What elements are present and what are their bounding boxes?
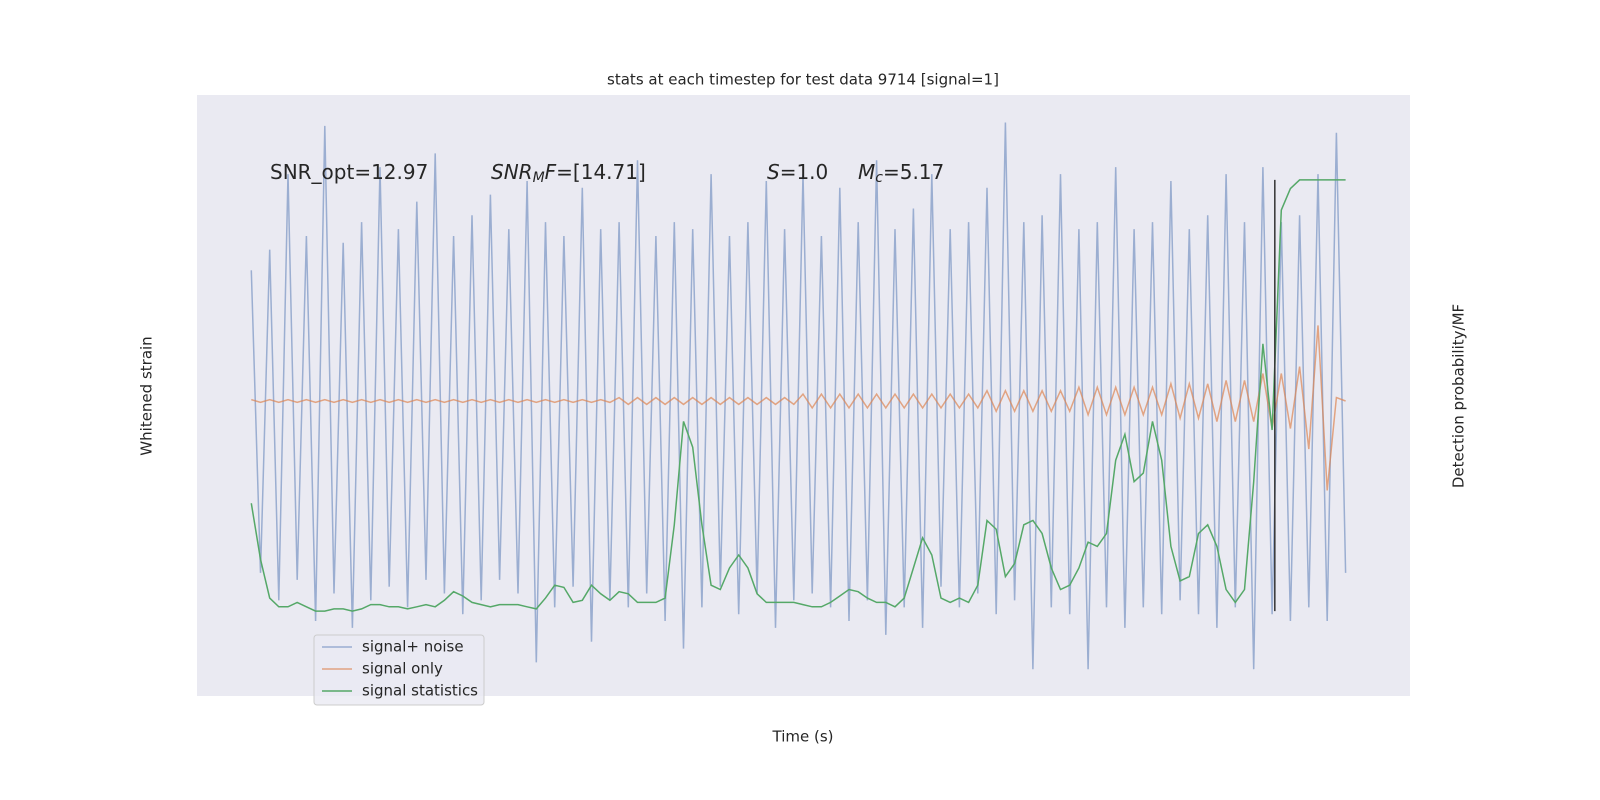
- annotation-part: SNR_opt=12.97: [270, 160, 428, 184]
- x-axis-label: Time (s): [772, 728, 834, 746]
- y-axis-label: Whitened strain: [138, 336, 156, 455]
- annotation: SNR_opt=12.97: [270, 160, 428, 184]
- annotation-part: =5.17: [883, 160, 944, 184]
- series-line: [251, 325, 1346, 491]
- annotation-part: =1.0: [780, 160, 829, 184]
- series-line: [250, 179, 1346, 612]
- legend-label: signal+ noise: [362, 638, 464, 656]
- legend: [313, 634, 485, 706]
- chart-title: stats at each timestep for test data 971…: [607, 71, 999, 89]
- annotation-part: c: [875, 170, 883, 186]
- y2-axis-label: Detection probability/MF: [1450, 304, 1468, 488]
- annotation: SNRMF=[14.71]: [491, 160, 646, 187]
- annotation-part: =[14.71]: [556, 160, 646, 184]
- annotation-part: M: [533, 170, 545, 186]
- annotation: Mc=5.17: [858, 160, 944, 187]
- annotation-part: SNR: [491, 160, 533, 184]
- annotation-part: S: [767, 160, 780, 184]
- legend-label: signal statistics: [362, 682, 478, 700]
- legend-label: signal only: [362, 660, 443, 678]
- annotation: S=1.0: [767, 160, 828, 184]
- annotation-part: F: [545, 160, 557, 184]
- annotation-part: M: [858, 160, 875, 184]
- series-line: [250, 122, 1347, 670]
